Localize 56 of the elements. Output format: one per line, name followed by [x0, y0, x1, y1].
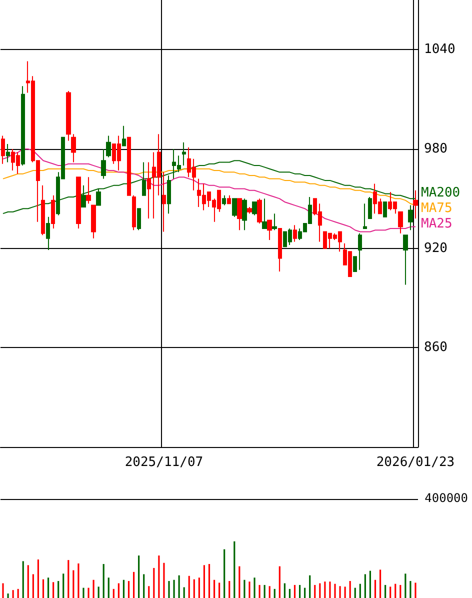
y-tick-label: 920	[424, 240, 448, 256]
candlestick	[182, 142, 186, 166]
candlestick	[46, 216, 50, 250]
candlestick	[247, 206, 252, 214]
candlestick	[257, 198, 262, 224]
candlestick	[132, 194, 136, 231]
candlestick	[353, 256, 357, 272]
y-tick-label: 980	[424, 142, 448, 156]
candlestick	[368, 196, 372, 220]
candlestick	[86, 176, 91, 204]
candlestick	[408, 204, 413, 231]
candlestick	[358, 232, 362, 270]
candlestick	[293, 224, 297, 242]
candlestick	[127, 136, 131, 196]
candlestick	[76, 176, 81, 229]
candlestick	[242, 198, 247, 231]
candlestick	[267, 220, 272, 241]
candlestick	[413, 190, 418, 220]
candlestick	[41, 184, 45, 236]
candlestick	[96, 188, 101, 206]
candlestick	[278, 228, 282, 272]
text: 400000	[424, 491, 468, 505]
candlestick	[51, 194, 55, 229]
candlestick	[147, 162, 151, 220]
candlestick	[66, 90, 71, 142]
candlestick	[262, 198, 267, 229]
series-label: MA25	[421, 216, 452, 232]
x-tick-label: 2026/01/23	[376, 455, 455, 470]
candlestick	[6, 144, 10, 163]
line-series	[2, 168, 416, 206]
candlestick	[106, 135, 111, 158]
y-tick-label: 1040	[424, 42, 456, 58]
candlestick	[363, 203, 367, 229]
series-label: MA200	[421, 186, 460, 200]
candlestick	[227, 194, 231, 204]
candlestick	[272, 213, 277, 231]
candlestick	[403, 234, 408, 286]
candlestick	[122, 125, 126, 146]
candlestick	[81, 184, 86, 208]
line-series	[2, 148, 416, 232]
candlestick	[101, 148, 106, 180]
candlestick	[252, 201, 257, 216]
y-tick-label: 860	[424, 340, 448, 356]
candlestick	[21, 86, 25, 166]
candlestick	[137, 208, 141, 231]
candlestick	[162, 172, 166, 232]
candlestick	[91, 204, 96, 239]
x-tick-label: 2025/11/07	[124, 455, 204, 470]
candlestick	[222, 194, 226, 206]
candlestick	[383, 201, 387, 218]
series-label: MA75	[421, 201, 452, 216]
candlestick	[398, 211, 403, 234]
candlestick	[232, 198, 237, 218]
candlestick	[1, 135, 5, 164]
candlestick	[237, 198, 242, 231]
candlestick	[71, 134, 76, 163]
